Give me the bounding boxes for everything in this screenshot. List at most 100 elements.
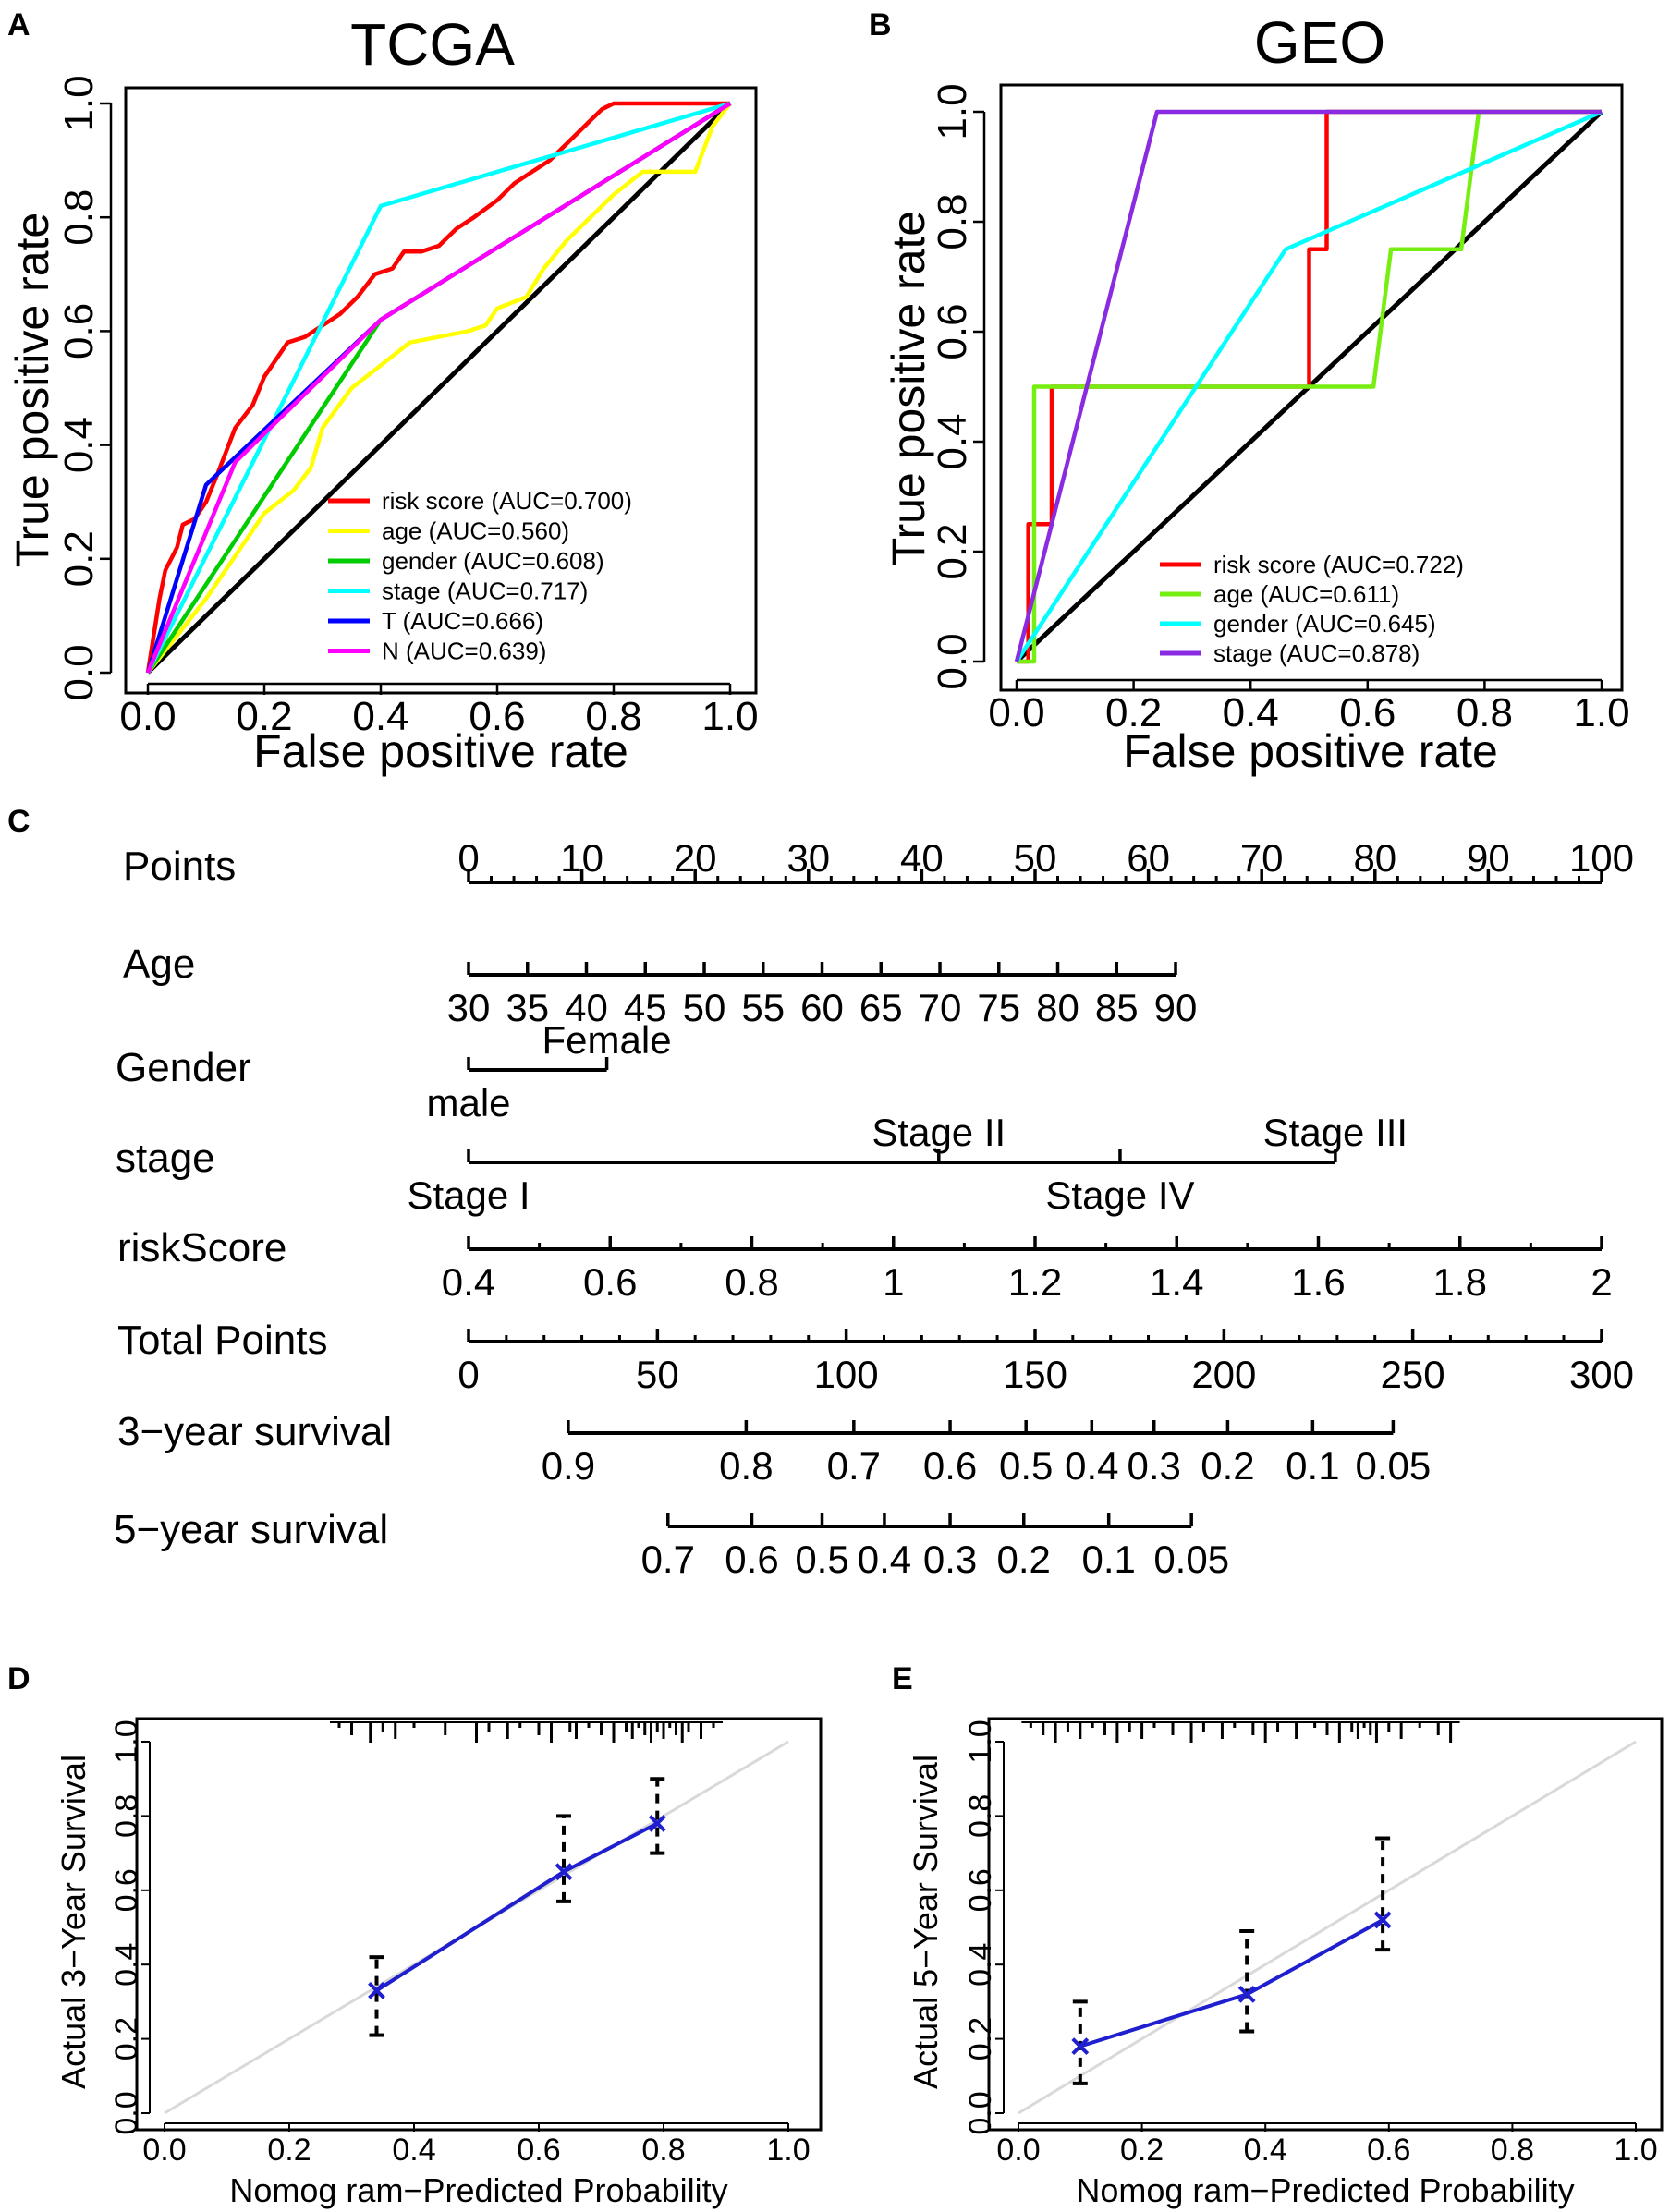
y-tick-label: 0.6 (930, 303, 975, 359)
x-tick-label: 1.0 (1614, 2133, 1657, 2168)
panel-a-roc-chart: TCGA 0.0 0.2 0.4 0.6 0.8 1.0 0.0 0.2 0.4 0.6 0.8 1.… (6, 11, 759, 777)
x-tick-label: 0.6 (1367, 2133, 1410, 2168)
calibration-line (375, 1821, 659, 1992)
legend: risk score (AUC=0.722)age (AUC=0.611)gen… (1160, 551, 1464, 667)
nomogram-tick-label: 90 (1467, 836, 1510, 880)
y-tick-label: 0.2 (109, 2017, 144, 2060)
nomogram-tick-label: 60 (1127, 836, 1170, 880)
nomogram-tick-label: 250 (1381, 1353, 1445, 1396)
y-tick-label: 0.0 (963, 2091, 998, 2134)
x-tick-label: 0.4 (1223, 690, 1279, 735)
y-tick-label: 0.6 (56, 303, 102, 359)
calib-body: 0.0 0.2 0.4 0.6 0.8 1.0 0.0 0.2 0.4 0.6 0.8 1.0 (109, 1720, 811, 2168)
reference-diagonal (146, 102, 732, 675)
nomogram-tick-label: 0.1 (1286, 1444, 1339, 1488)
x-tick-label: 0.0 (996, 2133, 1040, 2168)
panel-e-calibration-chart: 0.0 0.2 0.4 0.6 0.8 1.0 0.0 0.2 0.4 0.6 0.8 1.0 Nom… (907, 1717, 1664, 2209)
nomogram-tick-label: 0.3 (923, 1537, 977, 1581)
roc-body: 0.0 0.2 0.4 0.6 0.8 1.0 0.0 0.2 0.4 0.6 0.8 1.0 (56, 75, 759, 739)
legend-entry: risk score (AUC=0.700) (382, 487, 632, 515)
nomogram-row: riskScore 0.4 0.6 0.8 1 1.2 1.4 1.6 1.8 2 (117, 1225, 1613, 1304)
calibration-point (1237, 1985, 1256, 2003)
calibration-point (555, 1863, 573, 1881)
nomogram-tick-label: 70 (1240, 836, 1284, 880)
nomogram-tick-label: 0.6 (583, 1260, 637, 1304)
nomogram-tick-label: 200 (1191, 1353, 1256, 1396)
legend-entry: risk score (AUC=0.722) (1213, 551, 1464, 578)
roc-series-line (1014, 109, 1602, 662)
y-tick-label: 0.0 (109, 2091, 144, 2134)
nomogram-tick-label: 1.8 (1433, 1260, 1487, 1304)
nomogram-tick-label: Stage IV (1045, 1173, 1194, 1217)
x-tick-label: 0.8 (585, 694, 641, 739)
nomogram-tick-label: 30 (447, 986, 491, 1029)
calib-body: 0.0 0.2 0.4 0.6 0.8 1.0 0.0 0.2 0.4 0.6 0.8 1.0 (963, 1720, 1658, 2168)
nomogram-tick-label: 0.05 (1153, 1537, 1229, 1581)
y-tick-label: 0.2 (963, 2017, 998, 2060)
roc-series-line (145, 101, 731, 675)
nomogram-tick-label: 0.7 (641, 1537, 695, 1581)
legend-entry: age (AUC=0.560) (382, 517, 569, 545)
nomogram-tick-label: 50 (636, 1353, 679, 1396)
y-tick-label: 1.0 (930, 83, 975, 140)
nomogram-tick-label: 0.7 (827, 1444, 881, 1488)
nomogram-tick-label: 75 (977, 986, 1020, 1029)
nomogram-tick-label: 1.6 (1291, 1260, 1345, 1304)
nomogram-tick-label: 150 (1003, 1353, 1067, 1396)
x-tick-label: 0.0 (119, 694, 176, 739)
nomogram-row: 5−year survival 0.7 0.6 0.5 0.4 0.3 0.2 0.1 0.05 (114, 1507, 1229, 1581)
nomogram-tick-label: 20 (674, 836, 717, 880)
nomogram-tick-label: 0.6 (923, 1444, 977, 1488)
panel-letter-b: B (869, 7, 892, 43)
x-tick-label: 0.4 (352, 694, 408, 739)
nomogram-tick-label: 0.05 (1356, 1444, 1432, 1488)
roc-series-line (145, 102, 732, 674)
nomogram-row-label: Age (123, 942, 195, 987)
nomogram-tick-label: 1 (883, 1260, 904, 1304)
nomogram-row: Total Points 0 50 100 150 200 250 300 (117, 1318, 1634, 1396)
x-tick-label: 0.8 (1491, 2133, 1534, 2168)
nomogram-tick-label: 60 (800, 986, 844, 1029)
x-tick-label: 0.2 (1105, 690, 1162, 735)
x-tick-label: 0.4 (1244, 2133, 1287, 2168)
nomogram-tick-label: 0.1 (1081, 1537, 1135, 1581)
roc-series-line (1015, 109, 1603, 663)
y-tick-label: 0.6 (109, 1868, 144, 1912)
calibration-point (1373, 1911, 1392, 1929)
y-axis-label: Actual 3−Year Survival (55, 1755, 92, 2089)
legend-entry: T (AUC=0.666) (382, 607, 543, 635)
nomogram-tick-label: 50 (1014, 836, 1057, 880)
nomogram-tick-label: 0.8 (719, 1444, 773, 1488)
plot-frame (999, 83, 1624, 692)
legend-entry: age (AUC=0.611) (1213, 580, 1399, 608)
y-axis-label: Actual 5−Year Survival (907, 1755, 945, 2089)
nomogram-tick-label: 45 (624, 986, 667, 1029)
panel-d-calibration-chart: 0.0 0.2 0.4 0.6 0.8 1.0 0.0 0.2 0.4 0.6 0.8 1.0 Nom… (55, 1717, 823, 2209)
nomogram-tick-label: 0.2 (1201, 1444, 1254, 1488)
nomogram-tick-label: 40 (565, 986, 608, 1029)
y-tick-label: 0.4 (56, 417, 102, 473)
y-tick-label: 0.0 (930, 633, 975, 689)
nomogram-tick-label: 100 (814, 1353, 879, 1396)
plot-frame (124, 86, 758, 695)
nomogram-row-label: Gender (116, 1045, 251, 1090)
nomogram-tick-label: 0.4 (858, 1537, 911, 1581)
nomogram-tick-label: 35 (506, 986, 549, 1029)
legend: risk score (AUC=0.700)age (AUC=0.560)gen… (328, 487, 632, 665)
nomogram-tick-label: 300 (1569, 1353, 1634, 1396)
nomogram-tick-label: 1.4 (1150, 1260, 1203, 1304)
legend-entry: N (AUC=0.639) (382, 638, 546, 665)
x-tick-label: 0.2 (1120, 2133, 1164, 2168)
nomogram-tick-label: 80 (1036, 986, 1079, 1029)
legend-entry: stage (AUC=0.717) (382, 577, 588, 605)
y-tick-label: 1.0 (56, 75, 102, 131)
nomogram-tick-label: 0.4 (442, 1260, 495, 1304)
legend-entry: stage (AUC=0.878) (1213, 639, 1420, 667)
nomogram-tick-label: 50 (683, 986, 726, 1029)
nomogram-tick-label: 100 (1569, 836, 1634, 880)
nomogram-tick-label: Stage III (1263, 1111, 1408, 1154)
nomogram-row: Gender male Female (116, 1018, 672, 1124)
nomogram-tick-label: 0.3 (1128, 1444, 1181, 1488)
nomogram-tick-label: 40 (900, 836, 944, 880)
y-tick-label: 0.0 (56, 644, 102, 700)
